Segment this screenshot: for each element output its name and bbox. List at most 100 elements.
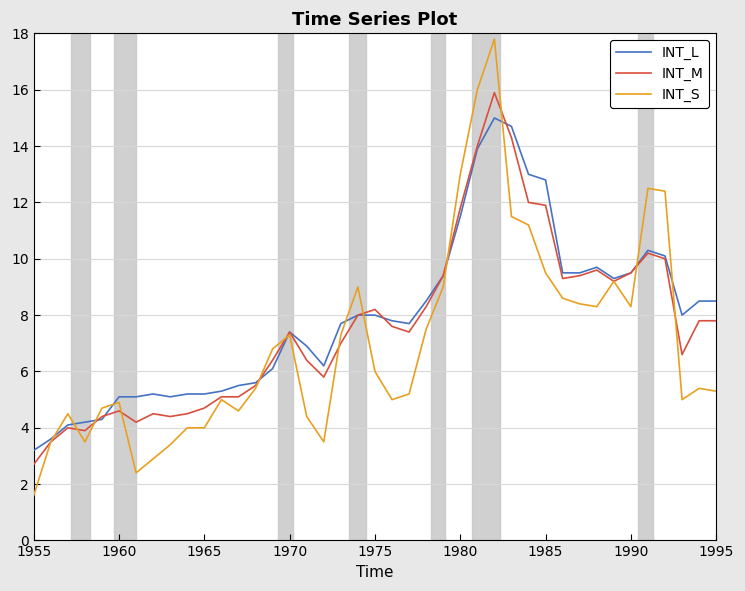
INT_L bbox=[473, 145, 482, 152]
Bar bbox=[431, 34, 445, 541]
INT_L bbox=[302, 343, 311, 350]
INT_S bbox=[644, 185, 653, 192]
INT_S bbox=[678, 396, 687, 403]
INT_S bbox=[46, 439, 55, 446]
INT_S bbox=[285, 332, 294, 339]
Line: INT_L: INT_L bbox=[34, 118, 716, 450]
INT_M bbox=[694, 317, 703, 324]
INT_L bbox=[575, 269, 584, 277]
INT_S bbox=[507, 213, 516, 220]
INT_M bbox=[473, 142, 482, 150]
INT_L bbox=[711, 297, 720, 304]
INT_L bbox=[80, 418, 89, 426]
INT_L bbox=[115, 393, 124, 400]
INT_M bbox=[456, 204, 465, 212]
INT_M bbox=[268, 356, 277, 363]
INT_L bbox=[183, 391, 191, 398]
INT_M bbox=[592, 267, 601, 274]
INT_M bbox=[405, 329, 413, 336]
INT_M bbox=[29, 461, 38, 468]
INT_M bbox=[320, 374, 329, 381]
INT_S bbox=[80, 439, 89, 446]
INT_S bbox=[63, 410, 72, 417]
INT_L bbox=[234, 382, 243, 389]
INT_M bbox=[132, 418, 141, 426]
INT_L bbox=[558, 269, 567, 277]
INT_L bbox=[285, 329, 294, 336]
INT_S bbox=[592, 303, 601, 310]
INT_M bbox=[678, 351, 687, 358]
INT_L bbox=[165, 393, 174, 400]
INT_S bbox=[405, 391, 413, 398]
INT_M bbox=[234, 393, 243, 400]
INT_M bbox=[558, 275, 567, 282]
INT_L bbox=[609, 275, 618, 282]
INT_L bbox=[63, 421, 72, 428]
INT_M bbox=[98, 413, 107, 420]
INT_M bbox=[285, 329, 294, 336]
INT_L bbox=[661, 252, 670, 259]
INT_S bbox=[711, 388, 720, 395]
INT_M bbox=[217, 393, 226, 400]
INT_S bbox=[370, 368, 379, 375]
INT_M bbox=[575, 272, 584, 279]
INT_S bbox=[490, 35, 499, 43]
INT_S bbox=[337, 332, 346, 339]
INT_L bbox=[678, 311, 687, 319]
INT_M bbox=[627, 269, 635, 277]
INT_L bbox=[268, 365, 277, 372]
INT_M bbox=[46, 439, 55, 446]
INT_M bbox=[200, 404, 209, 411]
INT_M bbox=[337, 340, 346, 347]
INT_S bbox=[115, 399, 124, 406]
INT_M bbox=[387, 323, 396, 330]
INT_S bbox=[320, 439, 329, 446]
INT_M bbox=[165, 413, 174, 420]
Title: Time Series Plot: Time Series Plot bbox=[292, 11, 457, 29]
INT_S bbox=[541, 269, 550, 277]
INT_S bbox=[234, 407, 243, 414]
INT_S bbox=[694, 385, 703, 392]
INT_L bbox=[507, 123, 516, 130]
INT_M bbox=[507, 134, 516, 141]
INT_S bbox=[661, 187, 670, 194]
INT_S bbox=[524, 222, 533, 229]
INT_S bbox=[98, 404, 107, 411]
INT_M bbox=[524, 199, 533, 206]
INT_S bbox=[149, 455, 158, 462]
INT_L bbox=[644, 247, 653, 254]
INT_L bbox=[320, 362, 329, 369]
INT_L bbox=[353, 311, 362, 319]
INT_M bbox=[115, 407, 124, 414]
INT_S bbox=[387, 396, 396, 403]
INT_L bbox=[627, 269, 635, 277]
INT_L bbox=[98, 416, 107, 423]
INT_M bbox=[422, 303, 431, 310]
INT_L bbox=[422, 297, 431, 304]
INT_S bbox=[165, 441, 174, 448]
X-axis label: Time: Time bbox=[356, 565, 393, 580]
INT_M bbox=[302, 356, 311, 363]
INT_S bbox=[353, 284, 362, 291]
Bar bbox=[638, 34, 653, 541]
INT_L bbox=[490, 115, 499, 122]
INT_L bbox=[370, 311, 379, 319]
INT_L bbox=[217, 388, 226, 395]
INT_M bbox=[609, 278, 618, 285]
INT_S bbox=[217, 396, 226, 403]
INT_M bbox=[251, 382, 260, 389]
Bar bbox=[278, 34, 293, 541]
INT_S bbox=[439, 284, 448, 291]
INT_S bbox=[422, 326, 431, 333]
Bar bbox=[114, 34, 136, 541]
Bar bbox=[72, 34, 90, 541]
INT_M bbox=[370, 306, 379, 313]
INT_S bbox=[473, 86, 482, 93]
INT_M bbox=[183, 410, 191, 417]
INT_S bbox=[200, 424, 209, 431]
INT_L bbox=[149, 391, 158, 398]
INT_L bbox=[694, 297, 703, 304]
INT_M bbox=[661, 255, 670, 262]
INT_S bbox=[302, 413, 311, 420]
INT_L bbox=[337, 320, 346, 327]
